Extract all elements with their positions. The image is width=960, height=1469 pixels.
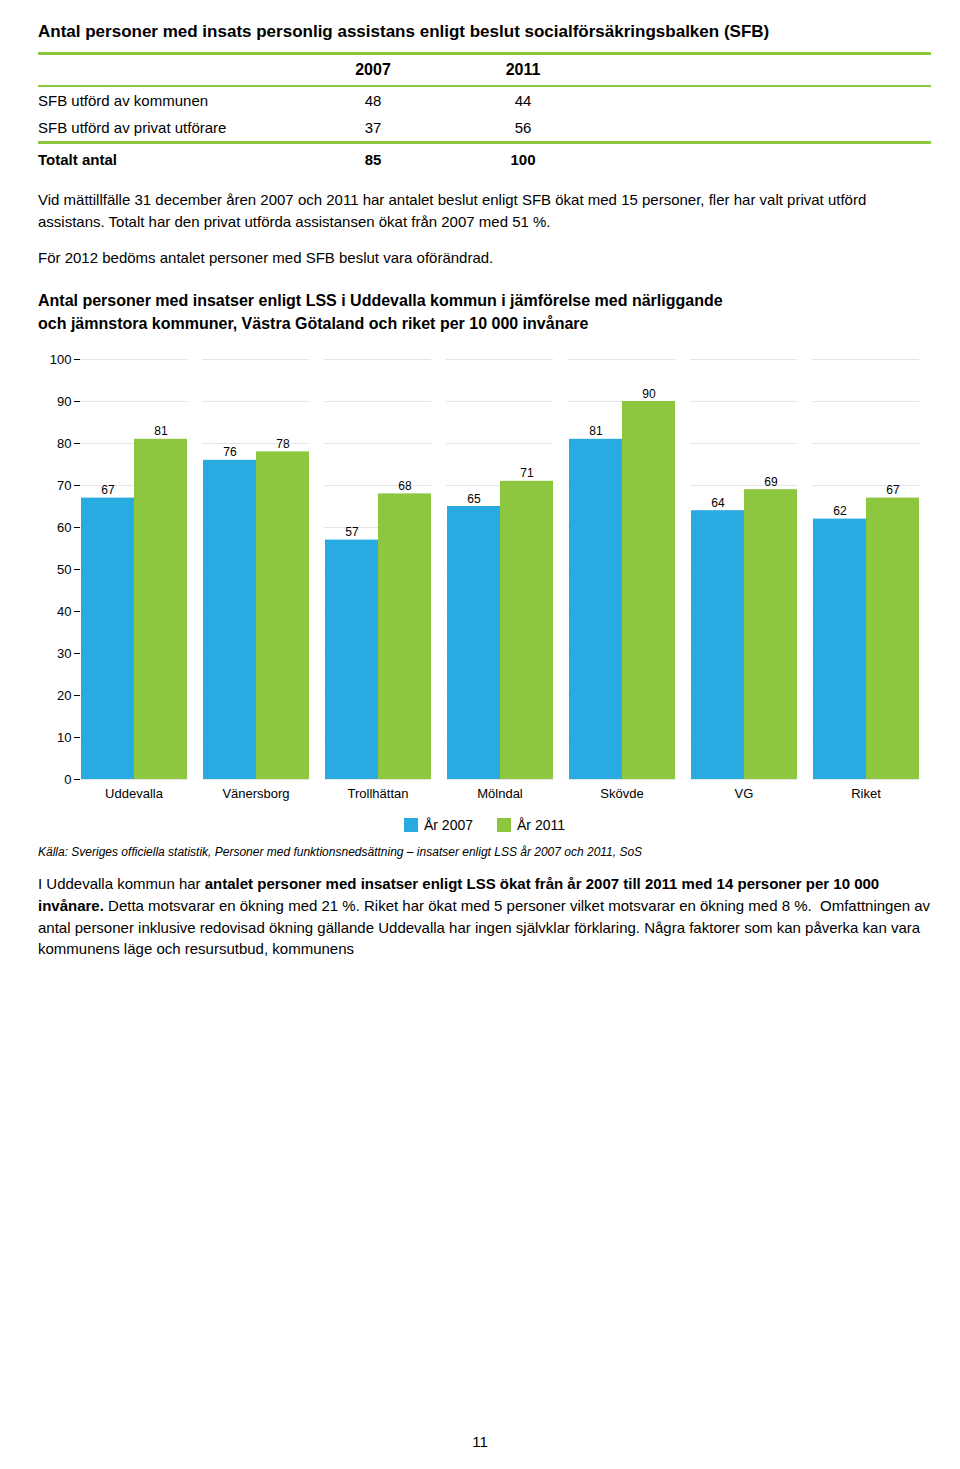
svg-text:67: 67 [101, 483, 115, 497]
html-text:År 2007: År 2007 [424, 817, 473, 833]
svg-text:Vänersborg: Vänersborg [222, 786, 289, 801]
svg-text:90: 90 [642, 387, 656, 401]
html-text:Antal personer med insatser en: Antal personer med insatser enligt LSS i… [38, 292, 723, 310]
svg-text:50: 50 [57, 562, 71, 577]
svg-text:62: 62 [833, 504, 847, 518]
svg-text:0: 0 [64, 772, 71, 787]
svg-text:67: 67 [886, 483, 900, 497]
html-text:SFB utförd av privat utförare: SFB utförd av privat utförare [38, 119, 227, 136]
svg-text:69: 69 [764, 475, 778, 489]
html-text:100: 100 [510, 151, 536, 168]
svg-text:70: 70 [57, 478, 71, 493]
html-text:År 2011: År 2011 [517, 817, 565, 833]
html-text:Vid mättillfälle 31 december å: Vid mättillfälle 31 december åren 2007 o… [38, 191, 867, 230]
html-text:37: 37 [364, 119, 382, 136]
svg-text:57: 57 [345, 525, 359, 539]
svg-text:76: 76 [223, 445, 237, 459]
svg-text:80: 80 [57, 436, 71, 451]
html-text:och jämnstora kommuner, Västra: och jämnstora kommuner, Västra Götaland … [38, 314, 589, 332]
html-text:I Uddevalla kommun har antalet: I Uddevalla kommun har antalet personer … [38, 875, 935, 958]
svg-text:VG: VG [735, 786, 754, 801]
html-text:2011: 2011 [505, 61, 541, 78]
svg-text:30: 30 [57, 646, 71, 661]
svg-text:65: 65 [467, 492, 481, 506]
html-text:48: 48 [364, 92, 382, 109]
html-text:11: 11 [472, 1433, 488, 1450]
svg-text:81: 81 [589, 424, 603, 438]
svg-text:100: 100 [50, 352, 72, 367]
svg-text:Riket: Riket [851, 786, 881, 801]
svg-text:10: 10 [57, 730, 71, 745]
svg-text:Skövde: Skövde [600, 786, 643, 801]
html-text:Källa: Sveriges officiella sta: Källa: Sveriges officiella statistik, Pe… [38, 845, 643, 859]
svg-text:Mölndal: Mölndal [477, 786, 523, 801]
svg-text:20: 20 [57, 688, 71, 703]
html-text:2007: 2007 [355, 61, 391, 78]
svg-text:Uddevalla: Uddevalla [105, 786, 164, 801]
html-text:För 2012 bedöms antalet person: För 2012 bedöms antalet personer med SFB… [38, 248, 494, 266]
svg-text:90: 90 [57, 394, 71, 409]
svg-text:81: 81 [154, 424, 168, 438]
svg-text:40: 40 [57, 604, 71, 619]
svg-text:78: 78 [276, 437, 290, 451]
svg-text:Trollhättan: Trollhättan [348, 786, 409, 801]
html-text:56: 56 [514, 119, 532, 136]
svg-text:60: 60 [57, 520, 71, 535]
svg-text:71: 71 [520, 466, 534, 480]
svg-text:68: 68 [398, 479, 412, 493]
html-text:44: 44 [514, 92, 532, 109]
html-text:SFB utförd av kommunen: SFB utförd av kommunen [38, 92, 209, 109]
html-text:Antal personer med insats pers: Antal personer med insats personlig assi… [38, 22, 770, 41]
html-text:85: 85 [364, 151, 382, 168]
html-text:Totalt antal: Totalt antal [38, 151, 117, 168]
svg-text:64: 64 [711, 496, 725, 510]
